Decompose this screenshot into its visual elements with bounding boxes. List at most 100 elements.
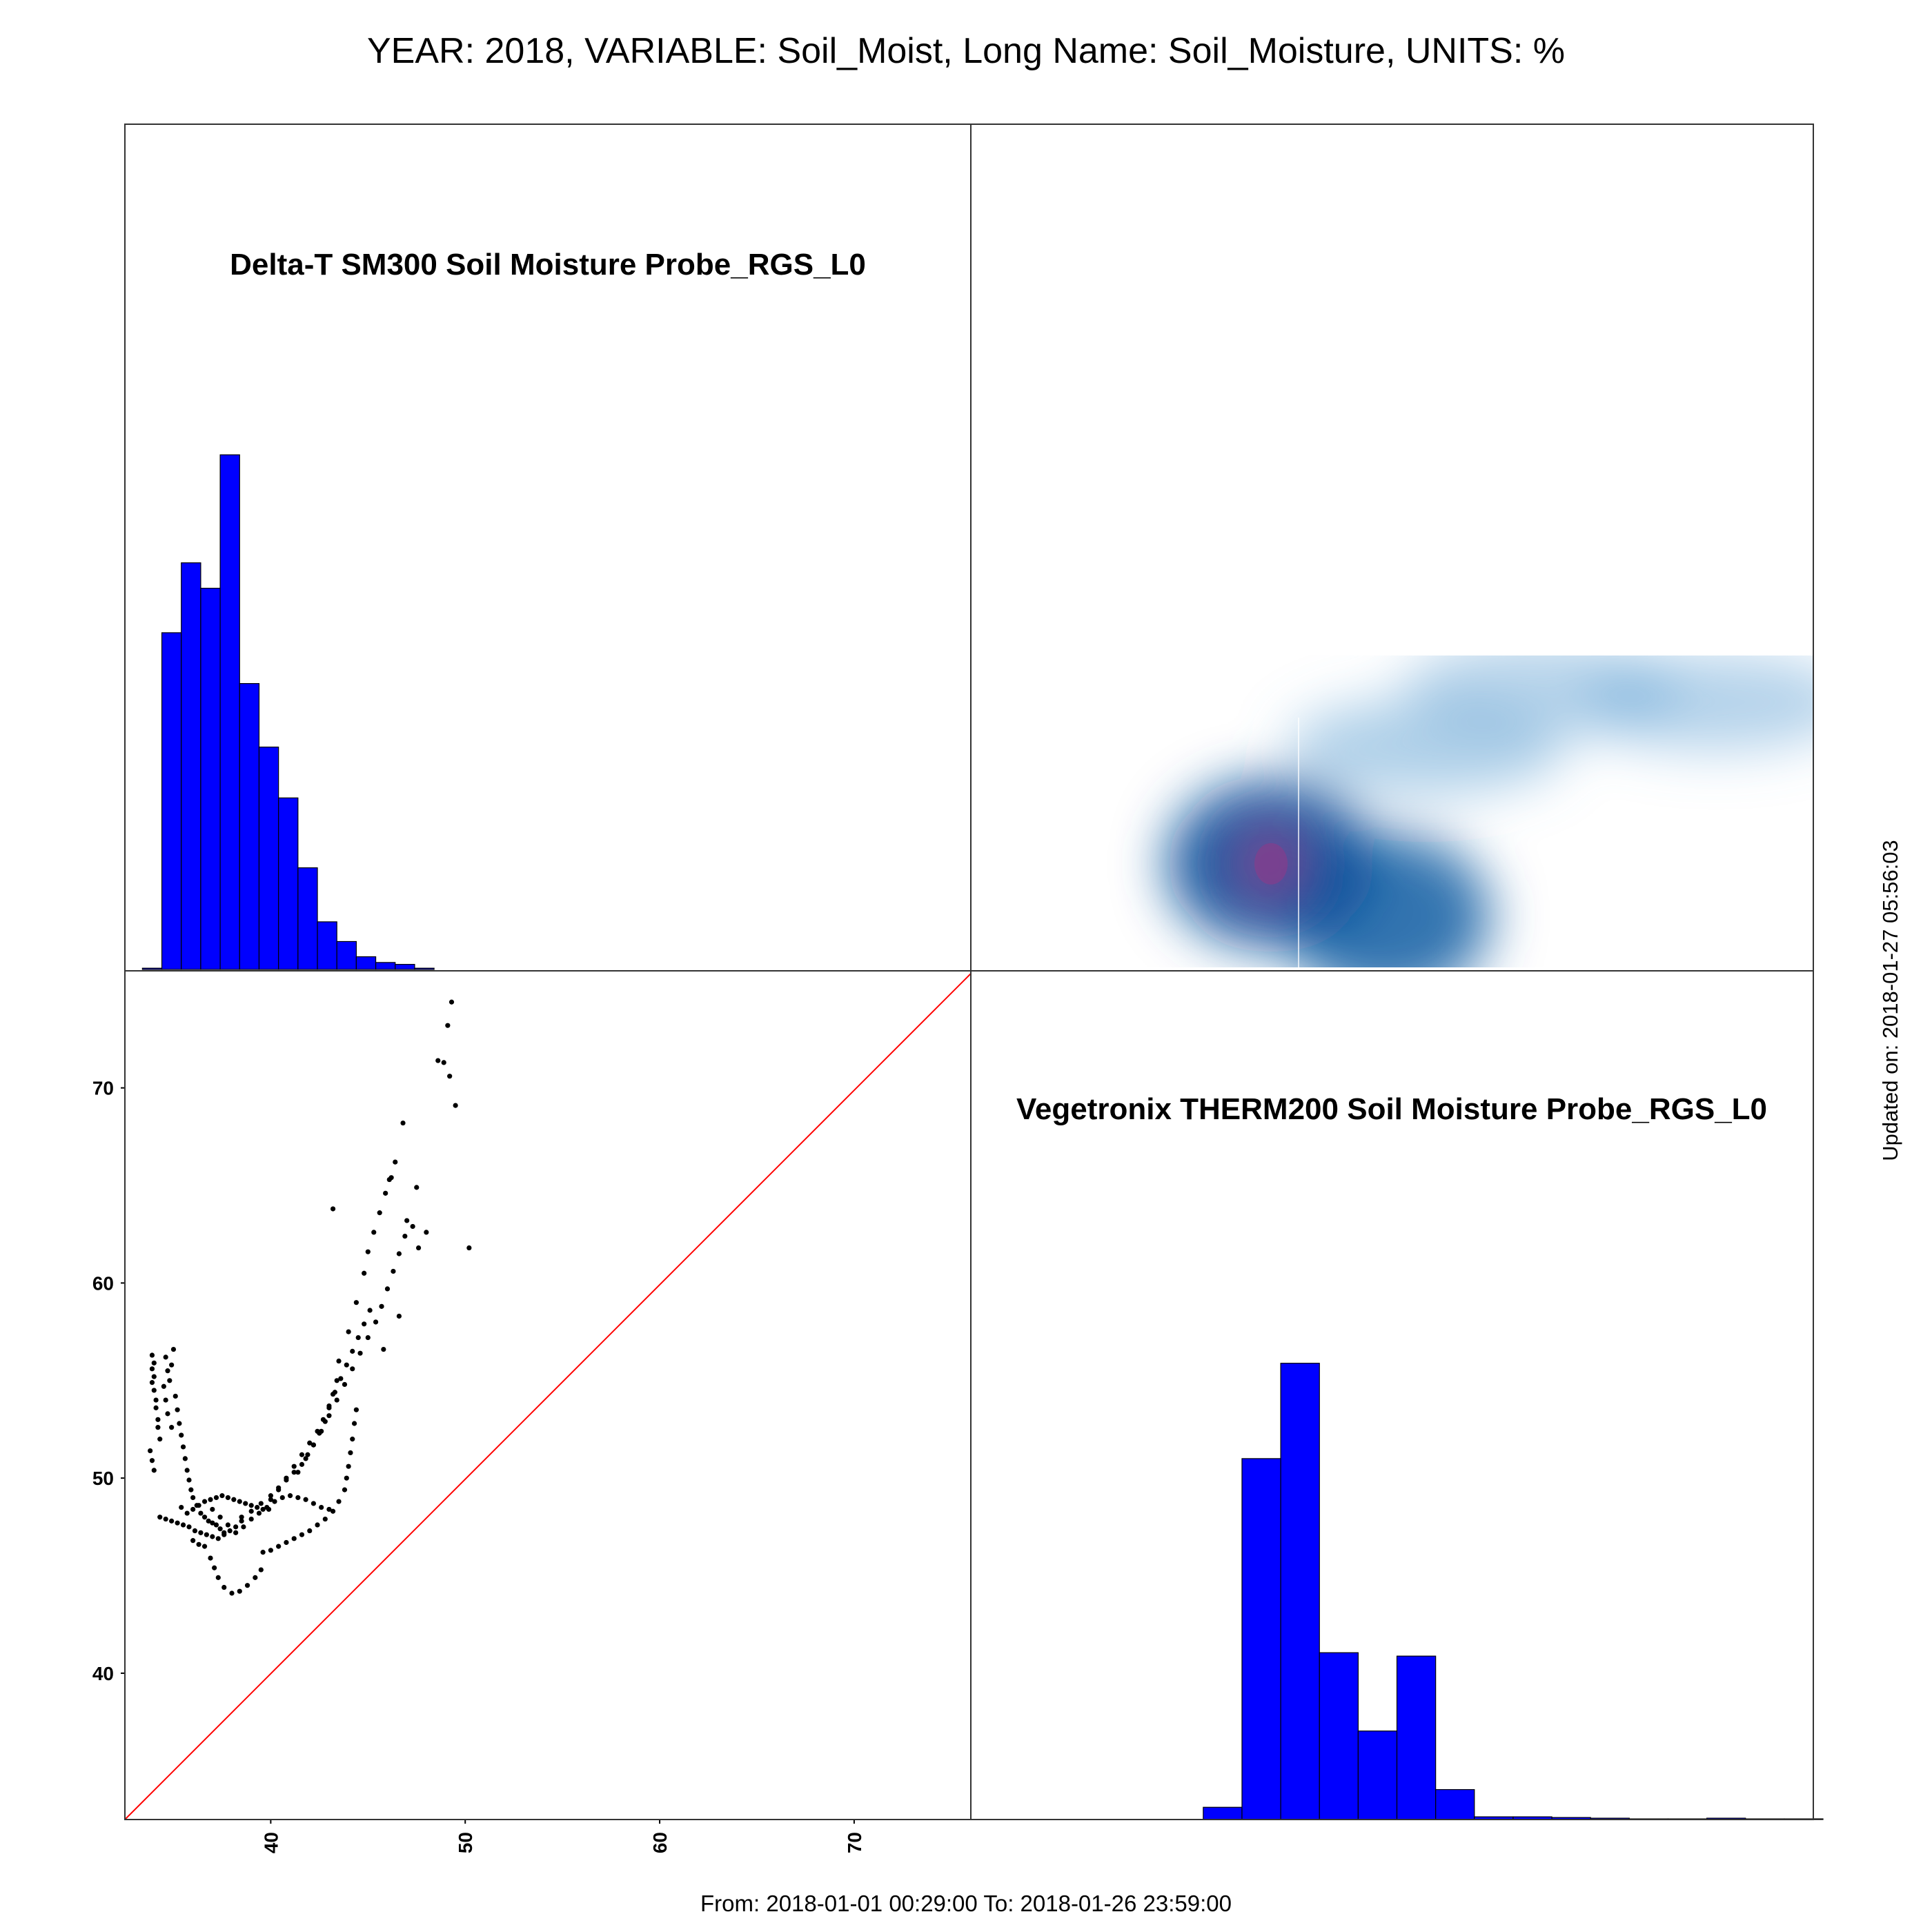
x-axis-ticks: 40 50 60 70: [260, 1820, 865, 1853]
panel-top-right: [1167, 656, 1813, 969]
scatter-point: [219, 1493, 225, 1499]
scatter-point: [303, 1456, 308, 1461]
scatter-point: [161, 1383, 166, 1389]
scatter-point: [391, 1268, 396, 1274]
scatter-point: [243, 1501, 248, 1506]
delta-t-histogram-bar: [141, 967, 163, 970]
scatter-point: [148, 1448, 153, 1454]
vegetronix-histogram-bar: [1435, 1788, 1475, 1820]
scatter-point: [248, 1508, 254, 1514]
scatter-point: [175, 1407, 180, 1412]
scatter-point: [448, 999, 455, 1005]
vegetronix-histogram-bar: [1280, 1363, 1320, 1820]
updated-timestamp: Updated on: 2018-01-27 05:56:03: [1878, 840, 1902, 1161]
delta-t-histogram-bar: [317, 921, 337, 970]
scatter-point: [221, 1584, 227, 1590]
scatter-point: [210, 1520, 215, 1526]
scatter-point: [315, 1522, 320, 1528]
delta-t-histogram-bar: [375, 962, 396, 970]
scatter-point: [272, 1499, 277, 1504]
scatter-point: [184, 1468, 190, 1473]
scatter-point: [149, 1366, 155, 1372]
scatter-point: [346, 1463, 351, 1469]
scatter-point: [268, 1548, 273, 1553]
scatter-point: [201, 1515, 208, 1520]
scatter-point: [170, 1346, 177, 1352]
scatter-point: [221, 1532, 227, 1537]
scatter-point: [225, 1522, 230, 1528]
scatter-point: [435, 1058, 441, 1063]
scatter-point: [305, 1452, 310, 1457]
scatter-point: [233, 1530, 239, 1535]
scatter-point: [338, 1376, 344, 1381]
vegetronix-histogram-bar: [1203, 1806, 1243, 1820]
scatter-point: [291, 1463, 297, 1469]
scatter-point: [365, 1249, 371, 1254]
scatter-point: [165, 1411, 170, 1417]
scatter-point: [377, 1210, 382, 1216]
scatter-point: [190, 1506, 196, 1512]
scatter-point: [371, 1230, 377, 1235]
scatter-point: [396, 1313, 402, 1319]
scatter-point: [198, 1510, 204, 1516]
scatter-point: [237, 1588, 242, 1594]
scatter-point: [175, 1520, 180, 1526]
scatter-point: [167, 1378, 172, 1383]
delta-t-histogram-bar: [278, 797, 299, 970]
scatter-point: [351, 1421, 357, 1426]
scatter-point: [260, 1550, 266, 1555]
scatter-point: [388, 1175, 394, 1181]
scatter-point: [415, 1245, 422, 1251]
scatter-point: [362, 1270, 367, 1276]
scatter-point: [299, 1452, 305, 1457]
scatter-point: [196, 1503, 201, 1508]
scatter-point: [326, 1506, 332, 1512]
scatter-point: [348, 1450, 353, 1456]
scatter-point: [153, 1397, 159, 1403]
panel-top-left: Delta-T SM300 Soil Moisture Probe_RGS_L0: [141, 248, 866, 970]
scatter-point: [213, 1495, 219, 1501]
histogram-delta-t: [141, 454, 435, 970]
density-peak-core: [1254, 842, 1288, 885]
scatter-point: [217, 1526, 223, 1532]
scatter-point: [332, 1390, 337, 1395]
scatter-point: [299, 1532, 305, 1537]
vegetronix-histogram-bar: [1241, 1458, 1281, 1820]
scatter-point: [342, 1381, 348, 1388]
scatter-point: [186, 1477, 192, 1483]
scatter-point: [188, 1487, 194, 1492]
scatter-point: [149, 1458, 155, 1463]
scatter-point: [350, 1348, 355, 1354]
scatter-point: [320, 1417, 326, 1422]
scatter-point: [342, 1487, 348, 1492]
density-blob: [1578, 656, 1813, 751]
scatter-point: [344, 1475, 349, 1481]
scatter-point: [287, 1493, 293, 1499]
scatter-point: [151, 1360, 157, 1366]
scatter-point: [179, 1504, 184, 1510]
scatter-point: [180, 1522, 186, 1528]
scatter-point: [344, 1362, 349, 1368]
delta-t-histogram-bar: [219, 454, 240, 970]
scatter-point: [201, 1544, 208, 1549]
delta-t-histogram-bar: [161, 632, 182, 970]
scatter-point: [192, 1528, 198, 1534]
scatter-point: [319, 1428, 324, 1434]
scatter-point: [346, 1329, 351, 1334]
scatter-point: [237, 1499, 242, 1504]
delta-t-histogram-bar: [239, 683, 260, 970]
scatter-point: [172, 1393, 178, 1399]
scatter-point: [373, 1319, 379, 1325]
scatter-point: [310, 1442, 316, 1448]
scatter-point: [307, 1440, 313, 1446]
scatter-point: [299, 1461, 305, 1467]
x-tick-label: 70: [844, 1832, 865, 1853]
scatter-points: [148, 999, 472, 1596]
y-axis-ticks: 40 50 60 70: [92, 1078, 125, 1684]
scatter-point: [330, 1508, 336, 1514]
scatter-point: [291, 1536, 297, 1541]
delta-t-histogram-bar: [200, 587, 221, 970]
scatter-point: [362, 1321, 367, 1327]
scatter-point: [336, 1499, 342, 1504]
